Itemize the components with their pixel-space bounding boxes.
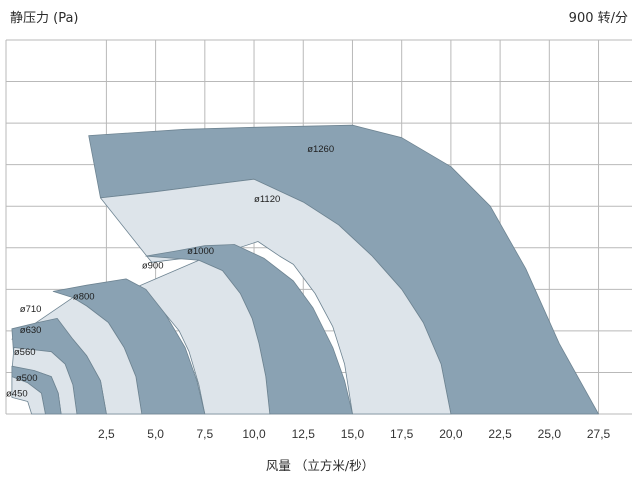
x-tick-label: 27,5: [587, 427, 611, 441]
series-label: ø1000: [187, 246, 214, 257]
area-d450: [11, 376, 46, 415]
series-label: ø450: [6, 389, 28, 400]
x-tick-label: 20,0: [439, 427, 463, 441]
x-tick-label: 17,5: [390, 427, 414, 441]
series-label: ø1120: [254, 194, 280, 205]
series-label: ø800: [73, 292, 95, 303]
series-label: ø630: [20, 325, 42, 336]
x-tick-label: 5,0: [147, 427, 164, 441]
speed-label: 900 转/分: [569, 11, 628, 26]
x-tick-label: 10,0: [242, 427, 266, 441]
x-tick-label: 12,5: [292, 427, 316, 441]
x-tick-label: 7,5: [196, 427, 213, 441]
x-axis-label: 风量 （立方米/秒）: [266, 458, 374, 473]
x-tick-label: 15,0: [341, 427, 365, 441]
x-tick-label: 22,5: [488, 427, 512, 441]
series-label: ø710: [20, 304, 42, 315]
y-axis-label: 静压力 (Pa): [10, 11, 79, 26]
series-label: ø900: [142, 261, 164, 272]
x-tick-label: 2,5: [98, 427, 115, 441]
series-label: ø500: [16, 373, 38, 384]
performance-areas: [11, 124, 599, 415]
series-label: ø560: [14, 347, 36, 358]
x-tick-labels: 2,5 5,0 7,5 10,0 12,5 15,0 17,5 20,0 22,5 25,0 27,…: [98, 427, 610, 441]
series-labels: ø1260 ø1120 ø1000 ø900 ø800 ø710 ø630 ø560 ø500 ø…: [6, 144, 334, 399]
series-label: ø1260: [307, 144, 334, 155]
area-d1120: [100, 178, 452, 415]
x-tick-label: 25,0: [538, 427, 562, 441]
